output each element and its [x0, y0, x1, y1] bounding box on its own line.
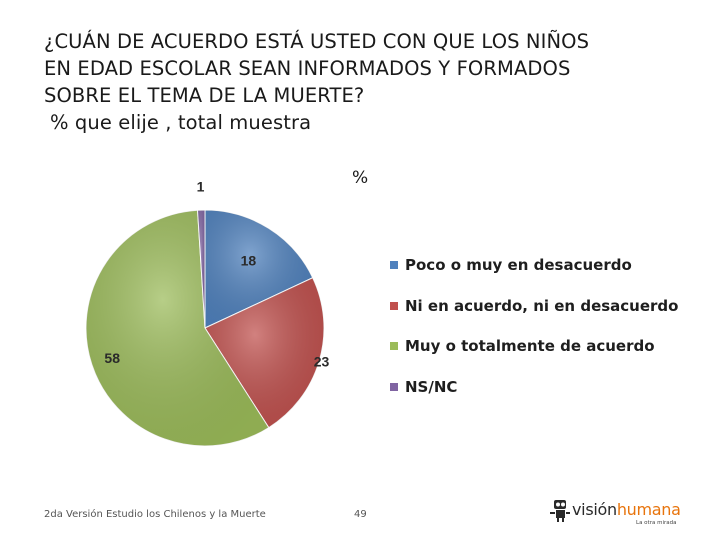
pie-slice-shading	[205, 210, 313, 328]
chart-legend: Poco o muy en desacuerdo Ni en acuerdo, n…	[390, 245, 678, 407]
logo-word-dark: visión	[572, 500, 617, 519]
legend-swatch	[390, 382, 398, 391]
legend-label: NS/NC	[405, 377, 458, 396]
legend-item: Poco o muy en desacuerdo	[390, 245, 678, 286]
pie-label-poco-o-muy-en-desacuerdo: 18	[241, 252, 257, 268]
legend-item: Muy o totalmente de acuerdo	[390, 326, 678, 367]
logo-figure-icon	[550, 500, 570, 522]
chart-unit-label: %	[352, 168, 369, 188]
title-subtitle: % que elije , total muestra	[50, 111, 312, 134]
page-number: 49	[354, 509, 367, 520]
legend-swatch	[390, 301, 398, 310]
title-line-1: ¿CUÁN DE ACUERDO ESTÁ USTED CON QUE LOS …	[44, 30, 590, 53]
legend-label: Muy o totalmente de acuerdo	[405, 337, 655, 356]
legend-item: Ni en acuerdo, ni en desacuerdo	[390, 286, 678, 327]
logo-wordmark: visiónhumana	[572, 500, 681, 519]
legend-label: Ni en acuerdo, ni en desacuerdo	[405, 296, 679, 315]
legend-label: Poco o muy en desacuerdo	[405, 256, 632, 275]
vision-humana-logo: visiónhumana La otra mirada	[550, 496, 690, 530]
logo-tagline: La otra mirada	[636, 520, 677, 526]
legend-item: NS/NC	[390, 367, 678, 408]
pie-label-ni-en-acuerdo-ni-en-desacuerdo: 23	[314, 354, 330, 370]
legend-swatch	[390, 342, 398, 351]
title-line-2: EN EDAD ESCOLAR SEAN INFORMADOS Y FORMAD…	[44, 57, 571, 80]
logo-word-accent: humana	[616, 500, 681, 519]
pie-slice-shading	[197, 210, 205, 328]
pie-slice-shading	[86, 210, 269, 446]
pie-label-muy-o-totalmente-de-acuerdo: 58	[104, 350, 120, 366]
title-line-3: SOBRE EL TEMA DE LA MUERTE?	[44, 84, 365, 107]
footer-text: 2da Versión Estudio los Chilenos y la Mu…	[44, 509, 266, 520]
legend-swatch	[390, 261, 398, 270]
slide-title: ¿CUÁN DE ACUERDO ESTÁ USTED CON QUE LOS …	[44, 28, 684, 136]
pie-label-ns-nc: 1	[197, 178, 205, 194]
pie-slice-shading	[205, 277, 324, 428]
